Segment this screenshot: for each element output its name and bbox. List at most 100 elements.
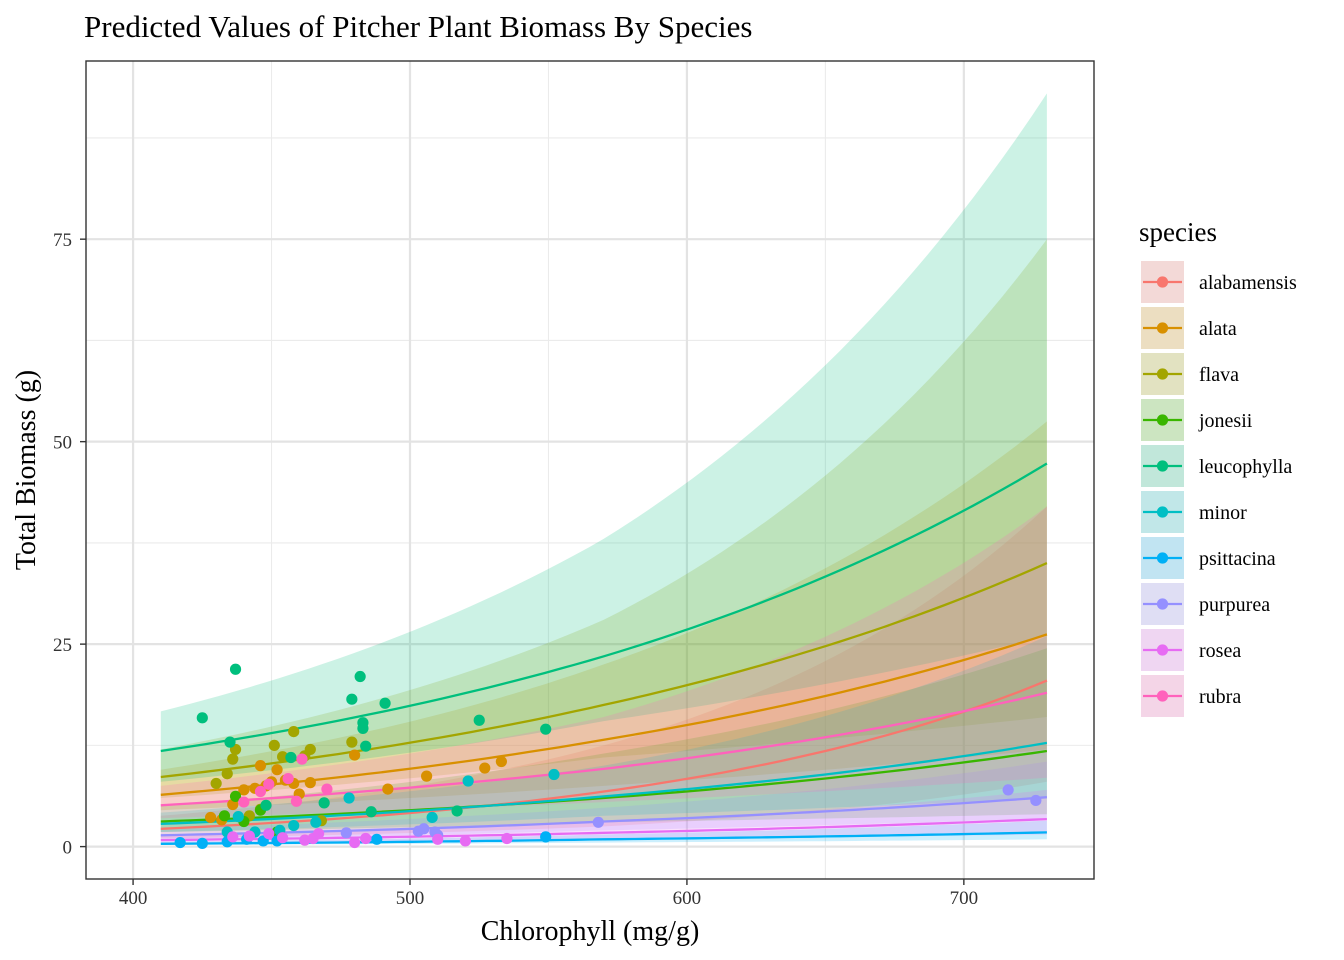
chart-title: Predicted Values of Pitcher Plant Biomas… (84, 9, 752, 44)
point-flava (277, 751, 289, 763)
band-jonesii (160, 648, 1047, 832)
x-tick-label: 700 (950, 888, 979, 909)
legend-items: alabamensis alata flava jonesii leucophylla m… (1141, 261, 1297, 717)
band-leucophylla (160, 93, 1047, 782)
legend-label: rubra (1199, 686, 1241, 708)
legend-label: jonesii (1198, 410, 1253, 432)
grid (86, 61, 1094, 879)
point-psittacina (540, 831, 552, 843)
point-rosea (501, 832, 513, 845)
point-alata (205, 811, 217, 824)
band-rubra (160, 506, 1047, 819)
point-minor (310, 816, 322, 828)
point-minor (288, 819, 300, 832)
point-rosea (349, 836, 361, 849)
point-rubra (290, 795, 303, 807)
point-alata (382, 783, 394, 795)
legend-label: leucophylla (1199, 456, 1292, 478)
point-jonesii (218, 810, 231, 822)
point-alata (421, 770, 433, 782)
point-alata (271, 764, 283, 776)
point-purpurea (1002, 784, 1014, 796)
legend-item-purpurea: purpurea (1141, 583, 1270, 625)
point-flava (304, 743, 316, 756)
legend-key-point (1156, 368, 1169, 380)
line-rubra (160, 691, 1048, 807)
point-purpurea (1030, 794, 1042, 807)
point-leucophylla (196, 712, 208, 724)
point-minor (343, 792, 355, 804)
y-tick-label: 25 (53, 635, 72, 656)
legend-item-rubra: rubra (1141, 675, 1241, 717)
point-rosea (277, 832, 289, 844)
legend-label: minor (1199, 502, 1247, 524)
legend-key-point (1156, 552, 1169, 564)
legend-item-jonesii: jonesii (1141, 399, 1253, 441)
point-alata (495, 755, 507, 768)
observed-points (174, 663, 1042, 849)
point-rosea (360, 832, 372, 845)
point-alata (304, 777, 316, 789)
x-tick-label: 600 (673, 888, 702, 909)
point-minor (462, 775, 474, 787)
point-leucophylla (451, 805, 463, 817)
point-rosea (263, 828, 275, 840)
point-leucophylla (365, 806, 377, 818)
legend-item-flava: flava (1141, 353, 1239, 395)
point-rubra (296, 753, 308, 765)
point-minor (232, 811, 244, 823)
point-leucophylla (346, 693, 358, 705)
band-alabamensis (160, 506, 1047, 839)
legend-key-point (1156, 690, 1169, 702)
y-axis-label: Total Biomass (g) (11, 370, 42, 570)
legend-label: alabamensis (1199, 272, 1297, 294)
point-flava (221, 768, 233, 780)
axes: 400 500 600 700 0 25 50 75 (53, 230, 978, 909)
legend-label: rosea (1199, 640, 1241, 662)
point-minor (548, 768, 560, 781)
point-leucophylla (354, 670, 366, 683)
point-rubra (263, 778, 275, 790)
legend-item-psittacina: psittacina (1141, 537, 1276, 579)
x-tick-label: 500 (396, 888, 425, 909)
point-alata (349, 749, 361, 761)
point-purpurea (592, 816, 604, 828)
line-jonesii (160, 749, 1048, 823)
point-flava (210, 777, 222, 790)
legend-item-leucophylla: leucophylla (1141, 445, 1292, 487)
band-purpurea (160, 761, 1047, 840)
legend-item-alata: alata (1141, 307, 1237, 349)
point-leucophylla (260, 799, 272, 811)
x-tick-label: 400 (119, 888, 148, 909)
point-alata (238, 784, 250, 796)
point-rosea (459, 835, 471, 847)
legend-key-point (1156, 644, 1169, 656)
point-rosea (227, 831, 239, 843)
point-flava (346, 736, 358, 748)
y-tick-label: 50 (53, 433, 72, 454)
legend-item-minor: minor (1141, 491, 1247, 533)
point-rubra (254, 785, 267, 798)
y-tick-label: 75 (53, 230, 72, 251)
point-leucophylla (318, 797, 330, 809)
point-rosea (313, 828, 325, 840)
legend-label: purpurea (1199, 594, 1270, 616)
legend-key-point (1156, 322, 1169, 334)
legend-key-point (1156, 414, 1169, 426)
point-leucophylla (540, 723, 552, 735)
point-psittacina (371, 833, 383, 845)
band-minor (160, 636, 1047, 832)
point-psittacina (174, 836, 186, 849)
point-alata (479, 762, 491, 774)
point-flava (227, 753, 239, 765)
legend-key-point (1156, 598, 1169, 610)
point-rubra (238, 796, 250, 808)
point-rubra (282, 772, 294, 785)
band-flava (160, 239, 1047, 798)
point-psittacina (196, 837, 208, 849)
point-leucophylla (357, 722, 369, 734)
point-jonesii (229, 790, 242, 802)
point-flava (288, 725, 300, 738)
point-leucophylla (379, 697, 391, 709)
